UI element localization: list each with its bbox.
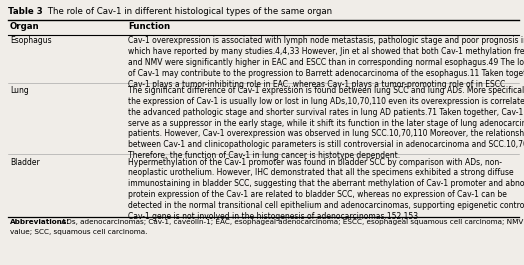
Text: Esophagus: Esophagus [10,37,52,46]
Text: Organ: Organ [10,22,40,31]
Text: of Cav-1 may contribute to the progression to Barrett adenocarcinoma of the esop: of Cav-1 may contribute to the progressi… [128,69,524,78]
Text: The role of Cav-1 in different histological types of the same organ: The role of Cav-1 in different histologi… [45,7,332,16]
Text: patients. However, Cav-1 overexpression was observed in lung SCC.10,70,110 Moreo: patients. However, Cav-1 overexpression … [128,129,524,138]
Text: serve as a suppressor in the early stage, while it shift its function in the lat: serve as a suppressor in the early stage… [128,119,524,128]
Text: between Cav-1 and clinicopathologic parameters is still controversial in adenoca: between Cav-1 and clinicopathologic para… [128,140,524,149]
Text: Lung: Lung [10,86,29,95]
Text: protein expression of the Cav-1 are related to bladder SCC, whereas no expressio: protein expression of the Cav-1 are rela… [128,190,507,199]
Text: the expression of Cav-1 is usually low or lost in lung ADs,10,70,110 even its ov: the expression of Cav-1 is usually low o… [128,97,524,106]
Text: Bladder: Bladder [10,157,40,166]
Text: Therefore, the function of Cav-1 in lung cancer is histotype dependent.: Therefore, the function of Cav-1 in lung… [128,151,400,160]
Text: immunostaining in bladder SCC, suggesting that the aberrant methylation of Cav-1: immunostaining in bladder SCC, suggestin… [128,179,524,188]
Text: value; SCC, squamous cell carcinoma.: value; SCC, squamous cell carcinoma. [10,229,147,235]
Text: detected in the normal transitional cell epithelium and adenocarcinomas, support: detected in the normal transitional cell… [128,201,524,210]
Text: Function: Function [128,22,170,31]
Text: which have reported by many studies.4,4,33 However, Jin et al showed that both C: which have reported by many studies.4,4,… [128,47,524,56]
Text: neoplastic urothelium. However, IHC demonstrated that all the specimens exhibite: neoplastic urothelium. However, IHC demo… [128,168,514,177]
Text: and NMV were significantly higher in EAC and ESCC than in corresponding normal e: and NMV were significantly higher in EAC… [128,58,524,67]
Text: Cav-1 overexpression is associated with lymph node metastasis, pathologic stage : Cav-1 overexpression is associated with … [128,37,524,46]
Text: Hypermethylation of the Cav-1 promoter was found in bladder SCC by comparison wi: Hypermethylation of the Cav-1 promoter w… [128,157,502,166]
Text: the advanced pathologic stage and shorter survival rates in lung AD patients.71 : the advanced pathologic stage and shorte… [128,108,524,117]
Text: Abbreviations:: Abbreviations: [10,219,70,224]
Text: ADs, adenocarcinomas; Cav-1, caveolin-1; EAC, esophageal adenocarcinoma; ESCC, e: ADs, adenocarcinomas; Cav-1, caveolin-1;… [59,219,524,224]
Text: The significant difference of Cav-1 expression is found between lung SCC and lun: The significant difference of Cav-1 expr… [128,86,524,95]
Text: Table 3: Table 3 [8,7,43,16]
Text: Cav-1 plays a tumor-inhibiting role in EAC, whereas Cav-1 plays a tumor-promotin: Cav-1 plays a tumor-inhibiting role in E… [128,80,505,89]
Text: Cav-1 gene is not involved in the histogenesis of adenocarcinomas.152,153: Cav-1 gene is not involved in the histog… [128,211,418,220]
